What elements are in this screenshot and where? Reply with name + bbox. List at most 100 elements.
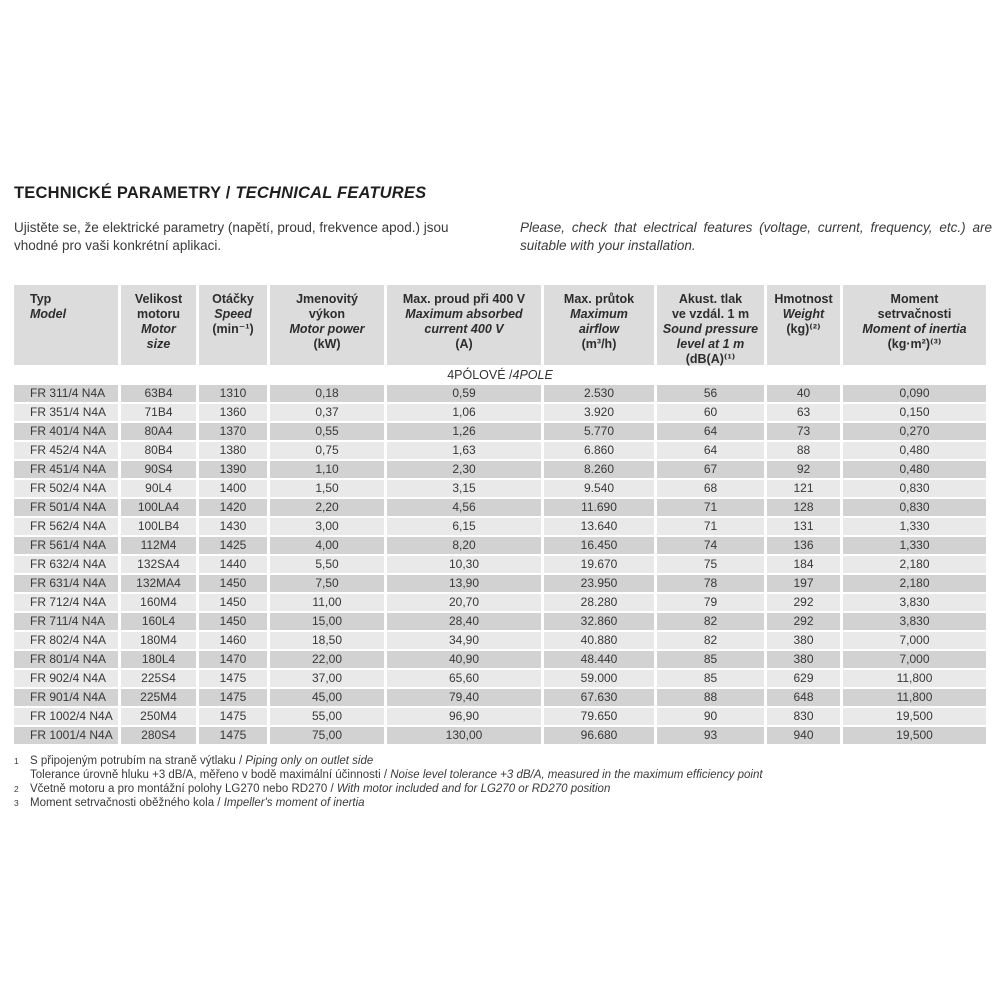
cell-motor-power: 5,50 xyxy=(270,556,384,573)
cell-max-airflow: 67.630 xyxy=(544,689,654,706)
cell-max-airflow: 96.680 xyxy=(544,727,654,744)
cell-speed: 1475 xyxy=(199,727,267,744)
cell-max-airflow: 11.690 xyxy=(544,499,654,516)
cell-model: FR 901/4 N4A xyxy=(14,689,118,706)
cell-model: FR 902/4 N4A xyxy=(14,670,118,687)
cell-model: FR 801/4 N4A xyxy=(14,651,118,668)
section-label-4pole: 4PÓLOVÉ / 4POLE xyxy=(14,367,986,383)
footnote-text: Tolerance úrovně hluku +3 dB/A, měřeno v… xyxy=(30,768,989,782)
cell-motor-power: 2,20 xyxy=(270,499,384,516)
cell-max-airflow: 19.670 xyxy=(544,556,654,573)
cell-weight: 830 xyxy=(767,708,840,725)
cell-max-current: 0,59 xyxy=(387,385,541,402)
cell-max-current: 130,00 xyxy=(387,727,541,744)
footnote-english: Noise level tolerance +3 dB/A, measured … xyxy=(390,769,763,781)
cell-motor-power: 1,10 xyxy=(270,461,384,478)
cell-speed: 1400 xyxy=(199,480,267,497)
cell-model: FR 1002/4 N4A xyxy=(14,708,118,725)
cell-motor-size: 90L4 xyxy=(121,480,196,497)
cell-weight: 184 xyxy=(767,556,840,573)
cell-weight: 380 xyxy=(767,632,840,649)
cell-moment-of-inertia: 11,800 xyxy=(843,689,986,706)
cell-weight: 648 xyxy=(767,689,840,706)
cell-speed: 1475 xyxy=(199,689,267,706)
footnote-czech: Včetně motoru a pro montážní polohy LG27… xyxy=(30,783,337,795)
cell-max-airflow: 48.440 xyxy=(544,651,654,668)
cell-speed: 1450 xyxy=(199,613,267,630)
title-separator: / xyxy=(221,184,236,202)
cell-moment-of-inertia: 19,500 xyxy=(843,727,986,744)
cell-max-airflow: 40.880 xyxy=(544,632,654,649)
cell-motor-power: 4,00 xyxy=(270,537,384,554)
header-line: airflow xyxy=(578,322,620,336)
footnote-text: Moment setrvačnosti oběžného kola / Impe… xyxy=(30,796,989,810)
cell-max-current: 4,56 xyxy=(387,499,541,516)
cell-sound-pressure: 68 xyxy=(657,480,764,497)
cell-motor-size: 112M4 xyxy=(121,537,196,554)
cell-max-airflow: 28.280 xyxy=(544,594,654,611)
header-line: motoru xyxy=(136,307,181,321)
footnote-line: 3 Moment setrvačnosti oběžného kola / Imp… xyxy=(14,796,989,810)
cell-model: FR 311/4 N4A xyxy=(14,385,118,402)
cell-model: FR 711/4 N4A xyxy=(14,613,118,630)
cell-speed: 1380 xyxy=(199,442,267,459)
cell-max-airflow: 13.640 xyxy=(544,518,654,535)
cell-moment-of-inertia: 1,330 xyxy=(843,518,986,535)
intro-czech: Ujistěte se, že elektrické parametry (na… xyxy=(14,220,449,253)
footnote-marker: 3 xyxy=(14,798,19,808)
header-line: Sound pressure xyxy=(662,322,759,336)
col-header-speed: Otáčky Speed (min⁻¹) xyxy=(199,285,267,365)
cell-motor-power: 1,50 xyxy=(270,480,384,497)
cell-max-current: 28,40 xyxy=(387,613,541,630)
header-line: Typ xyxy=(30,292,52,306)
section-label-english: 4POLE xyxy=(512,368,553,382)
cell-model: FR 452/4 N4A xyxy=(14,442,118,459)
cell-speed: 1430 xyxy=(199,518,267,535)
header-line: Max. průtok xyxy=(563,292,635,306)
cell-max-airflow: 3.920 xyxy=(544,404,654,421)
cell-sound-pressure: 79 xyxy=(657,594,764,611)
cell-weight: 197 xyxy=(767,575,840,592)
cell-motor-power: 18,50 xyxy=(270,632,384,649)
cell-sound-pressure: 56 xyxy=(657,385,764,402)
cell-sound-pressure: 64 xyxy=(657,423,764,440)
cell-max-current: 20,70 xyxy=(387,594,541,611)
cell-weight: 73 xyxy=(767,423,840,440)
cell-sound-pressure: 71 xyxy=(657,518,764,535)
cell-model: FR 502/4 N4A xyxy=(14,480,118,497)
header-line: (kW) xyxy=(313,337,341,351)
cell-max-current: 65,60 xyxy=(387,670,541,687)
cell-max-current: 1,63 xyxy=(387,442,541,459)
header-line: level at 1 m xyxy=(676,337,745,351)
cell-max-airflow: 23.950 xyxy=(544,575,654,592)
footnote-czech: Moment setrvačnosti oběžného kola / xyxy=(30,797,224,809)
cell-model: FR 561/4 N4A xyxy=(14,537,118,554)
header-line: (min⁻¹) xyxy=(212,322,254,336)
cell-weight: 136 xyxy=(767,537,840,554)
cell-motor-size: 90S4 xyxy=(121,461,196,478)
cell-motor-size: 225M4 xyxy=(121,689,196,706)
header-line: Weight xyxy=(782,307,825,321)
cell-weight: 292 xyxy=(767,613,840,630)
cell-speed: 1475 xyxy=(199,670,267,687)
cell-max-current: 13,90 xyxy=(387,575,541,592)
cell-moment-of-inertia: 0,480 xyxy=(843,442,986,459)
cell-weight: 63 xyxy=(767,404,840,421)
cell-speed: 1450 xyxy=(199,575,267,592)
header-line: (dB(A)⁽¹⁾ xyxy=(685,352,736,366)
cell-max-current: 96,90 xyxy=(387,708,541,725)
cell-max-current: 10,30 xyxy=(387,556,541,573)
cell-motor-size: 100LA4 xyxy=(121,499,196,516)
cell-motor-power: 37,00 xyxy=(270,670,384,687)
cell-weight: 92 xyxy=(767,461,840,478)
cell-max-current: 6,15 xyxy=(387,518,541,535)
cell-sound-pressure: 67 xyxy=(657,461,764,478)
footnote-english: With motor included and for LG270 or RD2… xyxy=(336,783,611,795)
cell-moment-of-inertia: 0,830 xyxy=(843,499,986,516)
header-line: Motor xyxy=(141,322,176,336)
header-line: Hmotnost xyxy=(774,292,833,306)
col-header-sound-pressure: Akust. tlak ve vzdál. 1 m Sound pressure le… xyxy=(657,285,764,366)
header-line: size xyxy=(146,337,171,351)
header-line: (kg·m²)⁽³⁾ xyxy=(887,337,942,351)
